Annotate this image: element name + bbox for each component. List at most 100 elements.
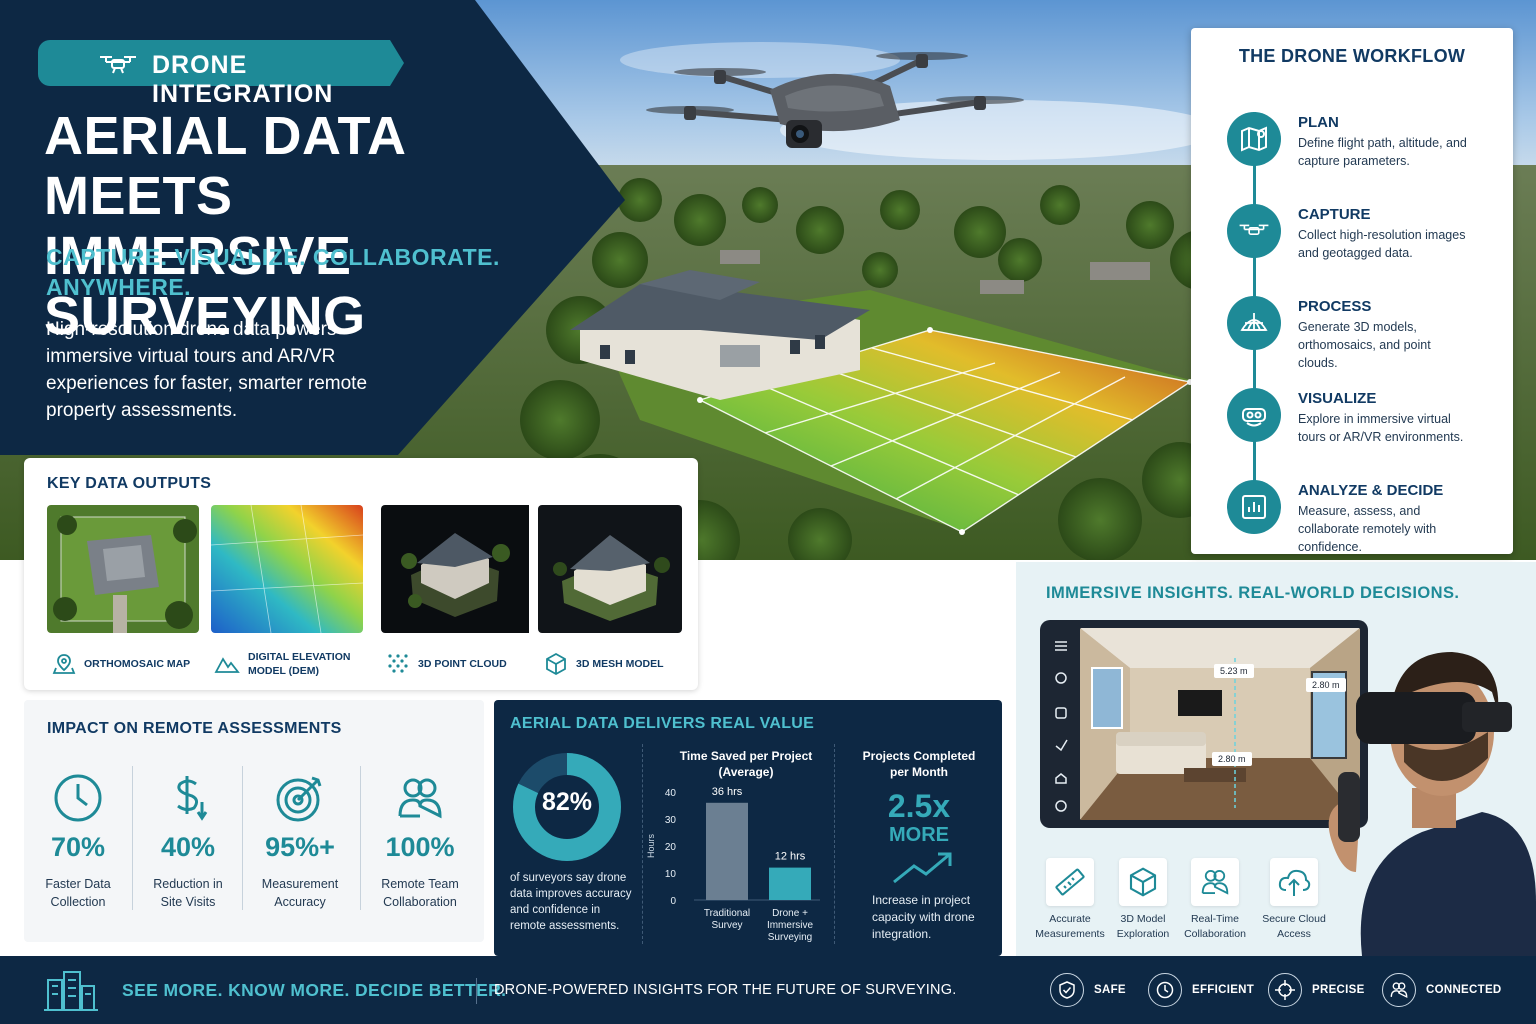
hero-text-panel — [0, 0, 625, 455]
point-cloud-label: 3D POINT CLOUD — [386, 648, 507, 680]
feature-accurate-measurements: Accurate Measurements — [1034, 858, 1106, 942]
stat-accuracy: 95%+ Measurement Accuracy — [246, 770, 354, 911]
clock-icon — [54, 774, 102, 822]
bar — [769, 867, 811, 900]
ruler-icon — [1055, 868, 1085, 896]
value-connected: CONNECTED — [1382, 972, 1502, 1008]
tablet-toolbar — [1055, 641, 1068, 812]
globe-mesh-icon — [1227, 296, 1281, 350]
point-cloud-thumbnail — [381, 505, 533, 633]
stat-divider — [132, 766, 133, 910]
projects-value: 2.5x — [887, 788, 951, 824]
projects-more: MORE — [889, 824, 949, 846]
workflow-step-capture: CAPTURE Collect high-resolution images a… — [1227, 204, 1497, 294]
bar-chart-icon — [1227, 480, 1281, 534]
hero-subtitle: CAPTURE. VISUALIZE. COLLABORATE. ANYWHER… — [46, 244, 500, 300]
dollar-down-icon — [177, 776, 208, 821]
drone-workflow-card: THE DRONE WORKFLOW PLAN Define flight pa… — [1191, 28, 1513, 554]
feature-secure-cloud: Secure Cloud Access — [1258, 858, 1330, 942]
stat-divider — [242, 766, 243, 910]
donut-value-arc — [513, 753, 621, 861]
projects-title: Projects Completed per Month — [862, 749, 976, 779]
footer-slogan: SEE MORE. KNOW MORE. DECIDE BETTER. — [122, 980, 507, 1000]
workflow-step-process: PROCESS Generate 3D models, orthomosaics… — [1227, 296, 1497, 386]
y-tick-label: 0 — [670, 896, 676, 907]
category-label: Drone + Immersive Surveying — [767, 908, 814, 943]
value-efficient: EFFICIENT — [1148, 972, 1254, 1008]
shield-check-icon — [1059, 981, 1075, 999]
y-tick-label: 30 — [665, 815, 677, 826]
category-label: Traditional Survey — [704, 908, 750, 931]
map-pin-icon — [1227, 112, 1281, 166]
dem-label: DIGITAL ELEVATION MODEL (DEM) — [214, 648, 350, 680]
y-tick-label: 20 — [665, 842, 677, 853]
trend-up-icon — [893, 852, 952, 884]
stat-collaboration: 100% Remote Team Collaboration — [366, 770, 474, 911]
workflow-step-analyze: ANALYZE & DECIDE Measure, assess, and co… — [1227, 480, 1497, 570]
bar — [706, 802, 748, 900]
orthomosaic-label: ORTHOMOSAIC MAP — [52, 648, 190, 680]
immersive-insights-section: IMMERSIVE INSIGHTS. REAL-WORLD DECISIONS… — [1016, 562, 1536, 956]
vr-headset-icon — [1227, 388, 1281, 442]
feature-real-time-collaboration: Real-Time Collaboration — [1179, 858, 1251, 942]
vr-user-illustration — [1328, 652, 1536, 956]
impact-title: IMPACT ON REMOTE ASSESSMENTS — [47, 720, 342, 737]
bar-chart-title: Time Saved per Project (Average) — [679, 749, 813, 779]
value-precise: PRECISE — [1268, 972, 1365, 1008]
immersive-title: IMMERSIVE INSIGHTS. REAL-WORLD DECISIONS… — [1046, 584, 1460, 602]
team-icon — [1201, 870, 1229, 895]
virtual-tour-tablet: 5.23 m 2.80 m 2.80 m — [1040, 620, 1368, 828]
cube-icon — [1129, 867, 1157, 897]
mountain-icon — [214, 657, 240, 673]
measurement-tag: 5.23 m — [1214, 664, 1254, 678]
bar-data-label: 12 hrs — [775, 851, 806, 863]
team-icon — [398, 778, 442, 819]
badge-label: DRONE INTEGRATION — [152, 51, 334, 108]
y-tick-label: 10 — [665, 869, 677, 880]
crosshair-icon — [1275, 980, 1295, 1000]
point-cloud-icon — [388, 654, 408, 673]
workflow-title: THE DRONE WORKFLOW — [1238, 46, 1466, 66]
drone-icon — [1227, 204, 1281, 258]
stat-divider — [360, 766, 361, 910]
projects-description: Increase in project capacity with drone … — [872, 893, 975, 941]
donut-chart: 82% — [510, 750, 624, 864]
impact-card: IMPACT ON REMOTE ASSESSMENTS 70% Faster … — [24, 700, 484, 942]
value-divider — [642, 744, 643, 944]
stat-faster-collection: 70% Faster Data Collection — [24, 770, 132, 911]
key-data-outputs-card: KEY DATA OUTPUTS — [24, 458, 698, 690]
virtual-tour-view[interactable]: 5.23 m 2.80 m 2.80 m — [1080, 628, 1360, 820]
mesh-model-thumbnail — [538, 505, 682, 633]
time-saved-bar-chart: 0 10 20 30 40 Hours 36 hrs Traditional Survey 12 … — [646, 786, 820, 943]
y-tick-label: 40 — [665, 788, 677, 799]
donut-value: 82% — [541, 788, 593, 816]
drone-integration-badge: DRONE INTEGRATION — [38, 40, 404, 108]
target-icon — [276, 776, 322, 822]
cube-icon — [546, 652, 566, 676]
real-value-card: AERIAL DATA DELIVERS REAL VALUE 82% of s… — [494, 700, 1002, 956]
workflow-step-visualize: VISUALIZE Explore in immersive virtual t… — [1227, 388, 1497, 478]
value-title: AERIAL DATA DELIVERS REAL VALUE — [510, 715, 815, 732]
map-location-icon — [52, 654, 76, 674]
drone-icon — [100, 56, 136, 74]
hero-description: High-resolution drone data powers immers… — [46, 319, 368, 421]
measurement-tag: 2.80 m — [1212, 752, 1252, 766]
bar-data-label: 36 hrs — [712, 786, 743, 798]
y-axis-label: Hours — [646, 834, 656, 859]
cloud-upload-icon — [1278, 869, 1311, 896]
footer-separator — [476, 978, 477, 1004]
team-icon — [1390, 982, 1408, 999]
clock-icon — [1156, 981, 1174, 999]
footer-tagline: DRONE-POWERED INSIGHTS FOR THE FUTURE OF… — [494, 982, 957, 998]
orthomosaic-thumbnail — [47, 505, 199, 633]
value-safe: SAFE — [1050, 972, 1126, 1008]
value-divider — [834, 744, 835, 944]
mesh-label: 3D MESH MODEL — [544, 648, 664, 680]
feature-3d-exploration: 3D Model Exploration — [1107, 858, 1179, 942]
stat-site-visits: 40% Reduction in Site Visits — [134, 770, 242, 911]
elevation-model-thumbnail — [211, 505, 363, 633]
workflow-step-plan: PLAN Define flight path, altitude, and c… — [1227, 112, 1497, 202]
measurement-tag: 2.80 m — [1306, 678, 1346, 692]
page-title: AERIAL DATA MEETS IMMERSIVE SURVEYING — [44, 106, 405, 346]
donut-description: of surveyors say drone data improves acc… — [510, 872, 632, 932]
